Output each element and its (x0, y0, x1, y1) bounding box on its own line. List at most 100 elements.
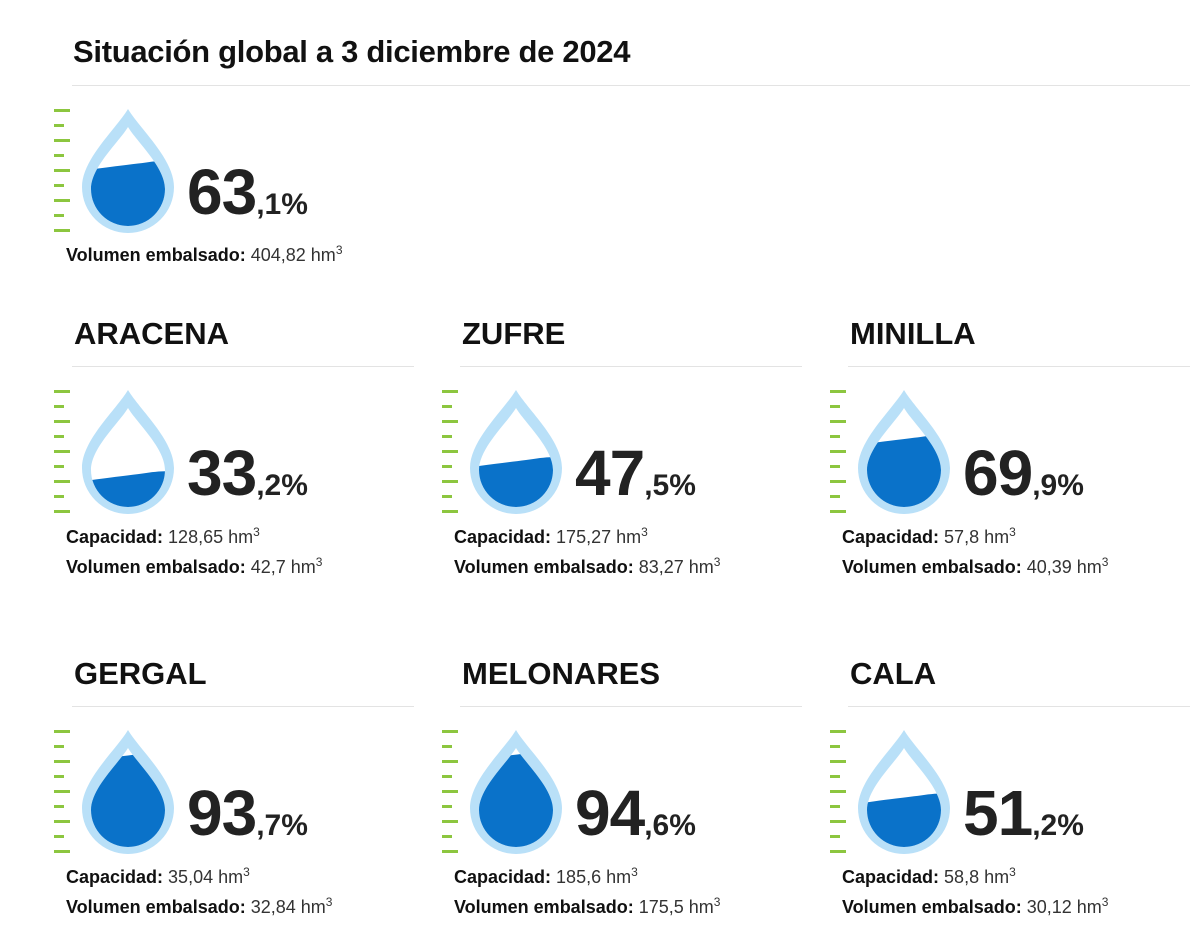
unit-exponent: 3 (1101, 555, 1109, 569)
tick (54, 775, 64, 778)
unit-exponent: 3 (243, 865, 250, 879)
tick (54, 169, 70, 172)
volume-stored: Volumen embalsado: 42,7 hm3 (66, 555, 322, 578)
tick (54, 510, 70, 513)
tick (830, 480, 846, 483)
unit-exponent: 3 (713, 555, 721, 569)
fill-percentage: 69,9% (963, 436, 1084, 510)
reservoir-name: GERGAL (74, 656, 207, 691)
water-level (867, 434, 941, 507)
tick (442, 760, 458, 763)
water-drop-icon (82, 109, 174, 233)
tick (442, 510, 458, 513)
level-gauge: 47,5% (442, 388, 790, 518)
percentage-integer: 93 (187, 777, 257, 849)
fill-percentage: 63,1% (187, 155, 308, 229)
volume-stored: Volumen embalsado: 30,12 hm3 (842, 895, 1108, 918)
volume-stored-value: 32,84 (250, 897, 296, 917)
tick (830, 465, 840, 468)
volume-stored-value: 30,12 (1026, 897, 1072, 917)
tick (442, 775, 452, 778)
tick (54, 184, 64, 187)
tick (442, 435, 452, 438)
capacity: Capacidad: 128,65 hm3 (66, 525, 260, 548)
percentage-decimal: ,9% (1032, 469, 1084, 502)
scale-ticks (54, 109, 70, 233)
water-drop-icon (470, 390, 562, 514)
tick (54, 495, 64, 498)
divider (848, 706, 1190, 707)
capacity-label: Capacidad: (66, 867, 164, 887)
water-drop-icon (470, 730, 562, 854)
tick (54, 450, 70, 453)
water-drop-icon (858, 390, 950, 514)
tick (442, 790, 458, 793)
tick (54, 109, 70, 112)
unit: hm (1076, 557, 1102, 577)
unit: hm (218, 867, 244, 887)
volume-stored-label: Volumen embalsado: (842, 557, 1022, 577)
capacity-value: 185,6 (556, 867, 602, 887)
tick (442, 820, 458, 823)
tick (442, 480, 458, 483)
capacity-label: Capacidad: (454, 867, 552, 887)
level-gauge: 63,1% (54, 107, 402, 237)
unit: hm (688, 557, 714, 577)
scale-ticks (830, 730, 846, 854)
tick (54, 480, 70, 483)
reservoir-name: ARACENA (74, 316, 229, 351)
volume-stored-label: Volumen embalsado: (66, 557, 246, 577)
percentage-decimal: ,2% (256, 469, 308, 502)
tick (54, 435, 64, 438)
capacity-label: Capacidad: (454, 527, 552, 547)
fill-percentage: 94,6% (575, 776, 696, 850)
capacity: Capacidad: 58,8 hm3 (842, 865, 1016, 888)
unit-exponent: 3 (713, 895, 721, 909)
percentage-decimal: ,1% (256, 188, 308, 221)
tick (830, 450, 846, 453)
volume-stored-label: Volumen embalsado: (454, 897, 634, 917)
volume-stored-value: 83,27 (638, 557, 684, 577)
capacity: Capacidad: 175,27 hm3 (454, 525, 648, 548)
water-drop-icon (82, 390, 174, 514)
tick (54, 154, 64, 157)
volume-stored-label: Volumen embalsado: (454, 557, 634, 577)
unit-exponent: 3 (253, 525, 260, 539)
fill-percentage: 47,5% (575, 436, 696, 510)
volume-stored: Volumen embalsado: 175,5 hm3 (454, 895, 720, 918)
tick (830, 835, 840, 838)
tick (54, 405, 64, 408)
level-gauge: 69,9% (830, 388, 1178, 518)
capacity: Capacidad: 57,8 hm3 (842, 525, 1016, 548)
unit: hm (1076, 897, 1102, 917)
volume-stored-value: 404,82 (250, 245, 306, 265)
tick (830, 850, 846, 853)
level-gauge: 93,7% (54, 728, 402, 858)
unit-exponent: 3 (1009, 525, 1016, 539)
divider (460, 706, 802, 707)
level-gauge: 94,6% (442, 728, 790, 858)
unit: hm (290, 557, 316, 577)
percentage-integer: 69 (963, 437, 1033, 509)
volume-stored: Volumen embalsado: 83,27 hm3 (454, 555, 720, 578)
tick (54, 790, 70, 793)
page-title: Situación global a 3 diciembre de 2024 (73, 34, 631, 69)
capacity-label: Capacidad: (66, 527, 164, 547)
unit-exponent: 3 (325, 895, 333, 909)
reservoir-name: MELONARES (462, 656, 661, 691)
unit: hm (984, 527, 1010, 547)
capacity: Capacidad: 185,6 hm3 (454, 865, 638, 888)
unit: hm (300, 897, 326, 917)
capacity-label: Capacidad: (842, 867, 940, 887)
tick (442, 730, 458, 733)
level-gauge: 33,2% (54, 388, 402, 518)
percentage-integer: 63 (187, 156, 257, 228)
tick (54, 124, 64, 127)
tick (54, 805, 64, 808)
percentage-integer: 47 (575, 437, 645, 509)
tick (54, 465, 64, 468)
volume-stored-value: 42,7 (250, 557, 286, 577)
tick (442, 405, 452, 408)
unit-exponent: 3 (641, 525, 648, 539)
tick (54, 420, 70, 423)
